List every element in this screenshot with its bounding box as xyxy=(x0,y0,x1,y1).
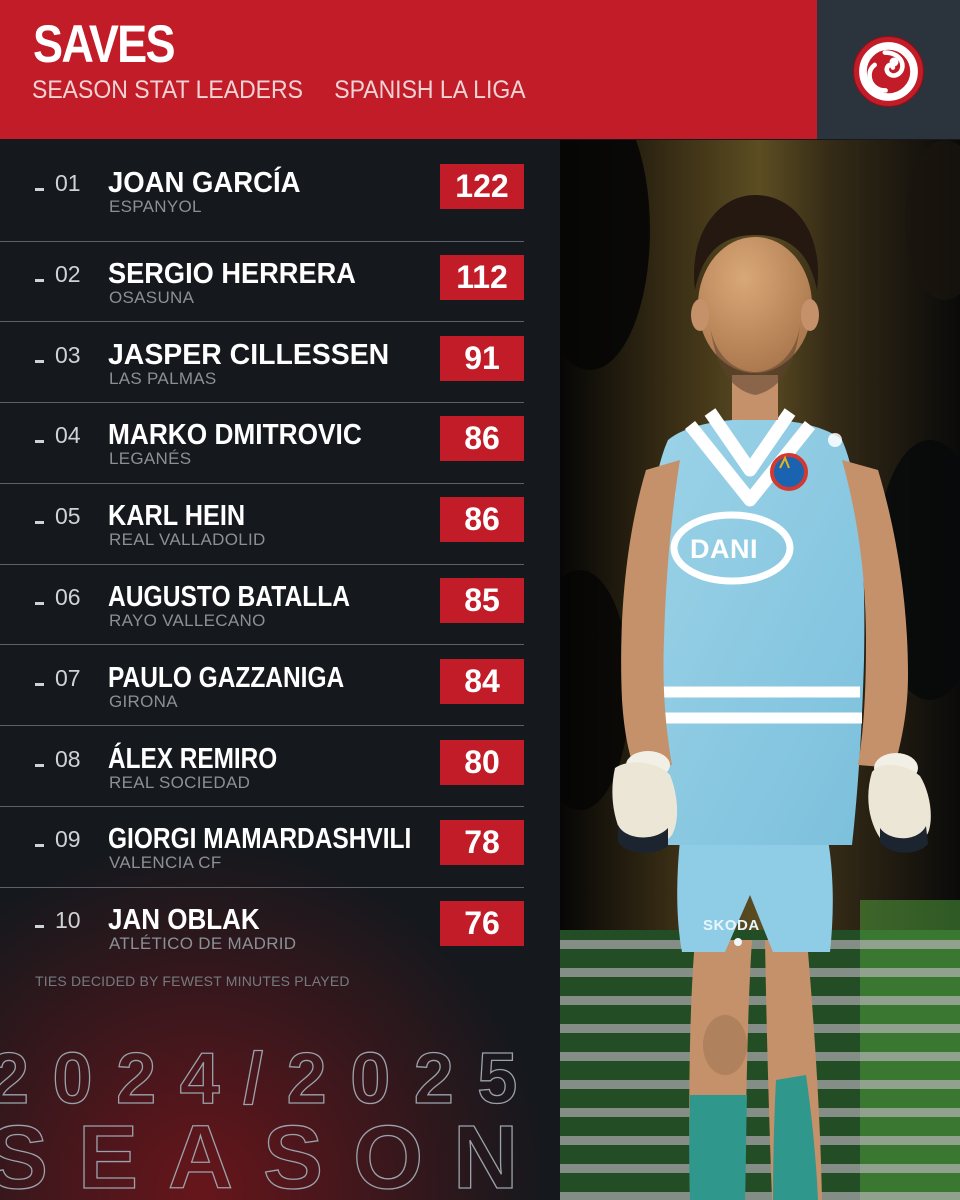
svg-text:SERGIO HERRERA: SERGIO HERRERA xyxy=(108,258,356,290)
svg-text:JASPER CILLESSEN: JASPER CILLESSEN xyxy=(108,339,389,371)
svg-text:JAN OBLAK: JAN OBLAK xyxy=(108,904,260,936)
svg-text:SEASON: SEASON xyxy=(0,1108,548,1200)
svg-text:ÁLEX REMIRO: ÁLEX REMIRO xyxy=(108,741,277,775)
svg-text:KARL HEIN: KARL HEIN xyxy=(108,500,245,532)
svg-text:PAULO GAZZANIGA: PAULO GAZZANIGA xyxy=(108,662,344,694)
svg-text:SKODA: SKODA xyxy=(703,917,760,934)
svg-text:DANI: DANI xyxy=(690,534,758,564)
svg-text:MARKO DMITROVIC: MARKO DMITROVIC xyxy=(108,419,362,451)
svg-text:JOAN GARCÍA: JOAN GARCÍA xyxy=(108,165,301,199)
svg-text:GIORGI MAMARDASHVILI: GIORGI MAMARDASHVILI xyxy=(108,823,411,855)
svg-text:AUGUSTO BATALLA: AUGUSTO BATALLA xyxy=(108,581,350,613)
svg-text:2024/2025: 2024/2025 xyxy=(0,1039,541,1119)
